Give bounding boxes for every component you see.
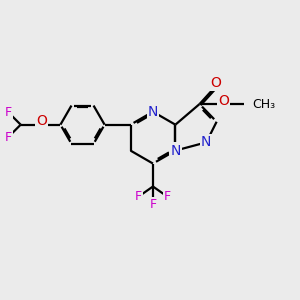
Text: O: O bbox=[218, 94, 229, 107]
Text: CH₃: CH₃ bbox=[253, 98, 276, 111]
Text: F: F bbox=[135, 190, 142, 203]
Text: O: O bbox=[210, 76, 221, 90]
Text: N: N bbox=[148, 105, 158, 119]
Text: F: F bbox=[5, 130, 12, 143]
Text: F: F bbox=[164, 190, 171, 203]
Text: O: O bbox=[36, 114, 47, 128]
Text: F: F bbox=[5, 106, 12, 119]
Text: N: N bbox=[170, 144, 181, 158]
Text: F: F bbox=[149, 198, 157, 211]
Text: N: N bbox=[201, 135, 211, 149]
